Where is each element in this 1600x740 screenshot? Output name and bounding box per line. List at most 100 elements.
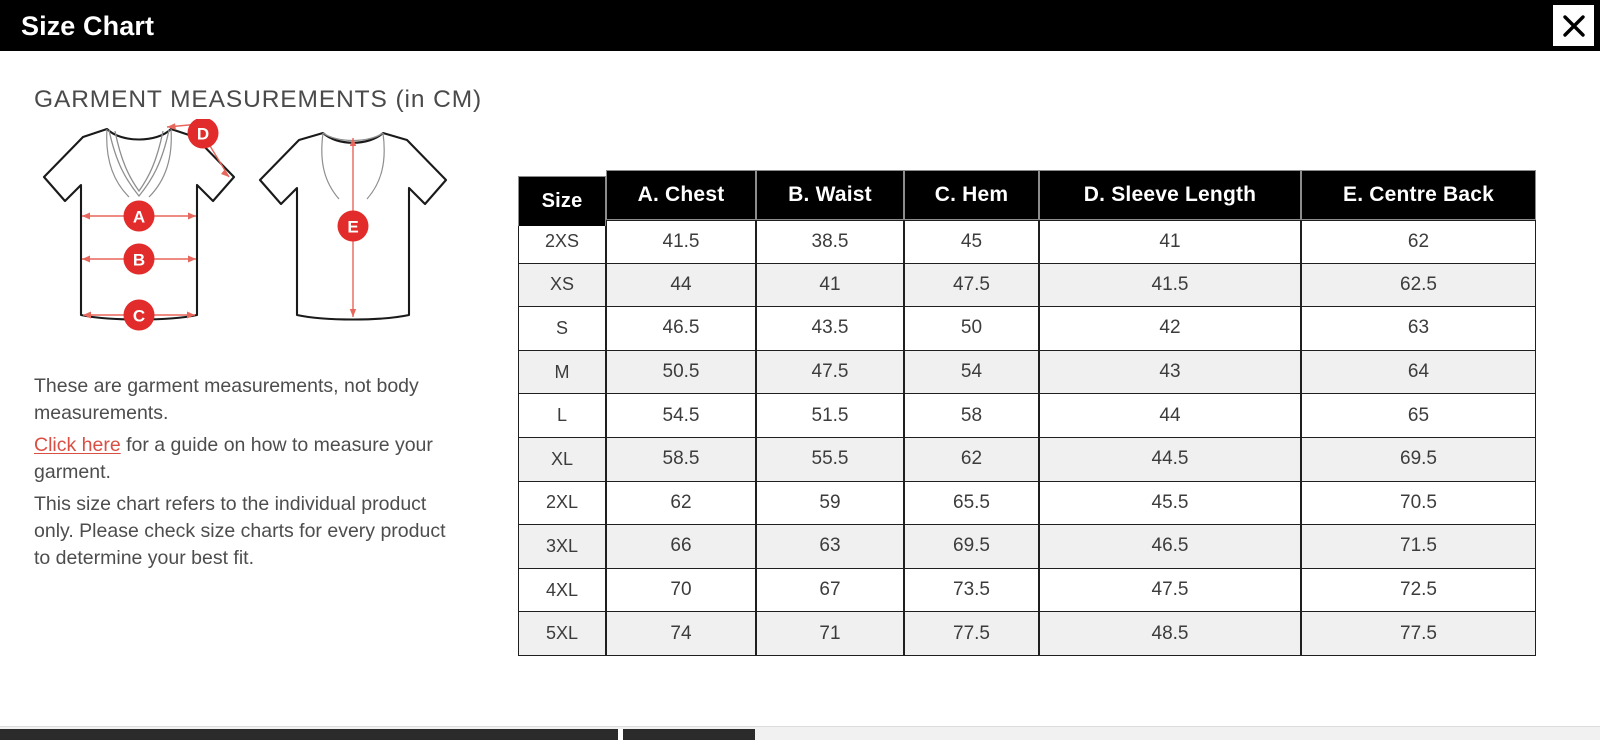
column-header-sleeve: D. Sleeve Length (1039, 170, 1301, 220)
note-individual-product: This size chart refers to the individual… (34, 493, 446, 569)
cell-sleeve: 41.5 (1039, 263, 1301, 308)
table-row: XS 44 41 47.5 41.5 62.5 (518, 263, 1536, 308)
table-row: 2XS 41.5 38.5 45 41 62 (518, 220, 1536, 264)
cell-hem: 58 (904, 394, 1039, 438)
cell-chest: 66 (606, 525, 756, 569)
cell-centre: 69.5 (1301, 437, 1536, 482)
cell-centre: 77.5 (1301, 612, 1536, 656)
column-header-hem: C. Hem (904, 170, 1039, 220)
cell-waist: 59 (756, 481, 904, 526)
page-title: Size Chart (21, 11, 155, 41)
svg-text:E: E (347, 218, 358, 237)
garment-diagrams: A B C D (25, 117, 475, 334)
section-heading: GARMENT MEASUREMENTS (in CM) (34, 86, 483, 113)
cell-sleeve: 41 (1039, 220, 1301, 264)
cell-sleeve: 43 (1039, 350, 1301, 395)
cell-size: L (518, 394, 606, 438)
horizontal-scrollbar-track[interactable] (0, 726, 1600, 740)
cell-centre: 62.5 (1301, 263, 1536, 308)
cell-centre: 71.5 (1301, 525, 1536, 569)
cell-centre: 70.5 (1301, 481, 1536, 526)
cell-chest: 74 (606, 612, 756, 656)
table-row: M 50.5 47.5 54 43 64 (518, 350, 1536, 395)
cell-hem: 65.5 (904, 481, 1039, 526)
svg-text:C: C (133, 307, 145, 326)
cell-centre: 62 (1301, 220, 1536, 264)
close-icon (1561, 13, 1587, 39)
size-chart-table-wrapper: Size A. Chest B. Waist C. Hem D. Sleeve … (518, 170, 1536, 656)
cell-hem: 62 (904, 437, 1039, 482)
cell-sleeve: 45.5 (1039, 481, 1301, 526)
close-button[interactable] (1553, 5, 1594, 46)
cell-chest: 62 (606, 481, 756, 526)
marker-e: E (337, 210, 369, 242)
cell-sleeve: 48.5 (1039, 612, 1301, 656)
svg-text:D: D (197, 125, 209, 144)
cell-size: 5XL (518, 612, 606, 656)
table-row: 3XL 66 63 69.5 46.5 71.5 (518, 525, 1536, 569)
cell-waist: 41 (756, 263, 904, 308)
table-row: 5XL 74 71 77.5 48.5 77.5 (518, 612, 1536, 656)
table-row: L 54.5 51.5 58 44 65 (518, 394, 1536, 438)
size-chart-body: 2XS 41.5 38.5 45 41 62 XS 44 41 47.5 41.… (518, 220, 1536, 656)
note-garment-measurements: These are garment measurements, not body… (34, 375, 419, 424)
cell-size: 2XL (518, 481, 606, 526)
cell-chest: 44 (606, 263, 756, 308)
cell-chest: 70 (606, 568, 756, 613)
cell-size: S (518, 307, 606, 351)
svg-text:B: B (133, 251, 145, 270)
cell-size: M (518, 350, 606, 395)
table-row: XL 58.5 55.5 62 44.5 69.5 (518, 437, 1536, 482)
left-info-panel: A B C D (0, 51, 500, 718)
cell-chest: 46.5 (606, 307, 756, 351)
cell-sleeve: 47.5 (1039, 568, 1301, 613)
cell-chest: 58.5 (606, 437, 756, 482)
cell-waist: 55.5 (756, 437, 904, 482)
cell-size: 3XL (518, 525, 606, 569)
cell-chest: 50.5 (606, 350, 756, 395)
horizontal-scrollbar-thumb[interactable] (0, 729, 755, 740)
column-header-chest: A. Chest (606, 170, 756, 220)
cell-sleeve: 42 (1039, 307, 1301, 351)
table-row: 4XL 70 67 73.5 47.5 72.5 (518, 568, 1536, 613)
cell-size: XS (518, 263, 606, 308)
svg-text:A: A (133, 208, 145, 227)
measure-guide-link[interactable]: Click here (34, 434, 121, 456)
cell-hem: 47.5 (904, 263, 1039, 308)
cell-centre: 63 (1301, 307, 1536, 351)
cell-hem: 45 (904, 220, 1039, 264)
cell-size: 4XL (518, 568, 606, 613)
cell-hem: 77.5 (904, 612, 1039, 656)
cell-waist: 51.5 (756, 394, 904, 438)
note-measure-guide: Click here for a guide on how to measure… (34, 432, 464, 486)
column-header-size: Size (518, 176, 606, 226)
cell-waist: 67 (756, 568, 904, 613)
tshirt-back-diagram: E (247, 119, 459, 339)
cell-hem: 73.5 (904, 568, 1039, 613)
cell-sleeve: 44.5 (1039, 437, 1301, 482)
tshirt-front-diagram: A B C D (29, 117, 247, 339)
column-header-centre: E. Centre Back (1301, 170, 1536, 220)
table-header-row: Size A. Chest B. Waist C. Hem D. Sleeve … (518, 170, 1536, 226)
size-chart-table: Size A. Chest B. Waist C. Hem D. Sleeve … (518, 170, 1536, 656)
cell-sleeve: 44 (1039, 394, 1301, 438)
cell-waist: 71 (756, 612, 904, 656)
cell-waist: 63 (756, 525, 904, 569)
cell-waist: 38.5 (756, 220, 904, 264)
cell-waist: 47.5 (756, 350, 904, 395)
table-row: 2XL 62 59 65.5 45.5 70.5 (518, 481, 1536, 526)
cell-sleeve: 46.5 (1039, 525, 1301, 569)
modal-title-bar: Size Chart (0, 0, 1600, 51)
cell-chest: 54.5 (606, 394, 756, 438)
modal-content: GARMENT MEASUREMENTS (in CM) (0, 51, 1600, 718)
cell-chest: 41.5 (606, 220, 756, 264)
cell-centre: 65 (1301, 394, 1536, 438)
marker-c: C (123, 299, 155, 331)
measurement-notes: These are garment measurements, not body… (34, 373, 464, 577)
cell-size: 2XS (518, 220, 606, 264)
cell-hem: 54 (904, 350, 1039, 395)
scrollbar-thumb-gap (618, 729, 623, 740)
cell-size: XL (518, 437, 606, 482)
cell-hem: 50 (904, 307, 1039, 351)
cell-centre: 72.5 (1301, 568, 1536, 613)
